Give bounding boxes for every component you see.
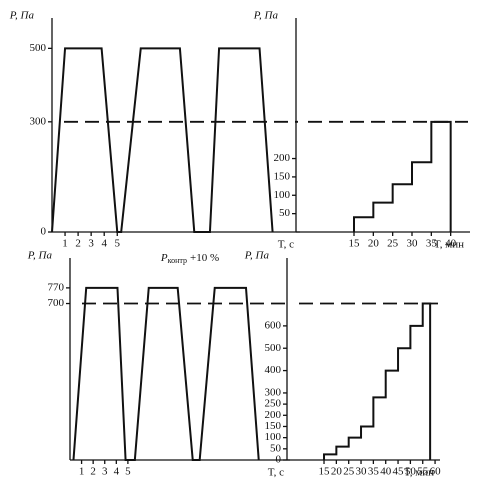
x-tick-label: 40 xyxy=(380,466,392,478)
data-line xyxy=(51,47,274,233)
annotation: Pконтр +10 % xyxy=(160,252,219,265)
y-tick-label: 500 xyxy=(265,342,282,354)
x-tick-label: 55 xyxy=(417,466,429,478)
data-line xyxy=(323,302,432,460)
x-tick-label: 25 xyxy=(387,238,399,250)
y-axis-label: P, Па xyxy=(9,10,35,22)
x-tick-label: 5 xyxy=(125,466,131,478)
x-tick-label: 50 xyxy=(405,466,417,478)
y-tick-label: 0 xyxy=(41,226,47,238)
data-line xyxy=(353,120,452,232)
x-tick-label: 4 xyxy=(101,238,107,250)
y-tick-label: 300 xyxy=(30,115,47,127)
y-tick-label: 200 xyxy=(274,152,291,164)
y-tick-label: 100 xyxy=(274,189,291,201)
x-tick-label: 20 xyxy=(331,466,343,478)
y-tick-label: 700 xyxy=(48,297,65,309)
y-tick-label: 200 xyxy=(265,409,282,421)
y-tick-label: 150 xyxy=(265,420,282,432)
y-tick-label: 400 xyxy=(265,364,282,376)
x-tick-label: 15 xyxy=(319,466,331,478)
x-tick-label: 60 xyxy=(430,466,442,478)
annotation-symbol: P xyxy=(160,252,168,264)
x-tick-label: 30 xyxy=(407,238,419,250)
x-tick-label: 2 xyxy=(75,238,81,250)
x-axis-label: T, с xyxy=(278,239,294,251)
y-tick-label: 50 xyxy=(279,207,291,219)
y-tick-label: 770 xyxy=(48,281,65,293)
y-tick-label: 150 xyxy=(274,170,291,182)
y-tick-label: 300 xyxy=(265,386,282,398)
x-tick-label: 2 xyxy=(90,466,96,478)
data-line xyxy=(72,286,260,461)
y-axis-label: P, Па xyxy=(244,250,270,262)
x-tick-label: 35 xyxy=(368,466,380,478)
x-tick-label: 25 xyxy=(343,466,355,478)
x-axis-label: T, мин xyxy=(434,239,464,251)
y-tick-label: 0 xyxy=(276,454,282,466)
x-tick-label: 1 xyxy=(79,466,85,478)
x-tick-label: 35 xyxy=(426,238,438,250)
y-tick-label: 50 xyxy=(270,442,282,454)
annotation-subscript: контр xyxy=(168,256,187,265)
x-tick-label: 40 xyxy=(445,238,457,250)
y-tick-label: 600 xyxy=(265,319,282,331)
x-tick-label: 20 xyxy=(368,238,380,250)
y-axis-label: P, Па xyxy=(253,10,279,22)
y-tick-label: 100 xyxy=(265,431,282,443)
y-axis-label: P, Па xyxy=(27,250,53,262)
x-tick-label: 45 xyxy=(393,466,405,478)
x-tick-label: 1 xyxy=(62,238,68,250)
x-tick-label: 5 xyxy=(115,238,121,250)
y-tick-label: 250 xyxy=(265,398,282,410)
x-tick-label: 4 xyxy=(114,466,120,478)
x-tick-label: 3 xyxy=(102,466,108,478)
x-tick-label: 30 xyxy=(356,466,368,478)
annotation-text: +10 % xyxy=(190,252,219,264)
y-tick-label: 500 xyxy=(30,42,47,54)
x-tick-label: 15 xyxy=(349,238,361,250)
x-axis-label: T, с xyxy=(268,467,284,479)
x-axis-label: T, мин xyxy=(404,467,434,479)
x-tick-label: 3 xyxy=(88,238,94,250)
